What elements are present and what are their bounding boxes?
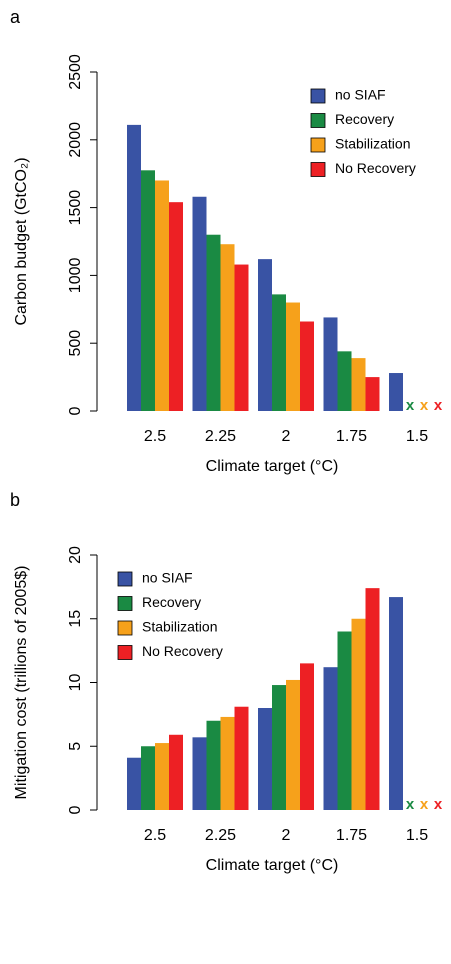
legend-label: Recovery xyxy=(335,111,394,127)
bar xyxy=(192,196,207,411)
x-tick-label: 2 xyxy=(282,428,291,445)
bar xyxy=(351,618,366,810)
missing-marker: x xyxy=(434,397,443,414)
legend-label: Stabilization xyxy=(142,619,218,635)
y-tick-label: 2000 xyxy=(67,122,84,158)
x-axis-label: Climate target (°C) xyxy=(206,857,339,874)
legend-label: Stabilization xyxy=(335,136,411,152)
bar xyxy=(192,737,207,810)
y-tick-label: 0 xyxy=(67,406,84,415)
legend-swatch xyxy=(117,620,133,636)
legend-label: no SIAF xyxy=(142,570,193,586)
legend-swatch xyxy=(310,162,326,177)
y-tick-label: 500 xyxy=(67,330,84,357)
legend-swatch xyxy=(117,645,133,660)
missing-marker: x xyxy=(406,796,415,813)
missing-marker: x xyxy=(406,397,415,414)
bar xyxy=(206,720,221,810)
bar xyxy=(141,170,155,411)
y-tick-label: 1500 xyxy=(67,190,84,226)
y-tick-label: 15 xyxy=(67,610,84,628)
x-axis-label: Climate target (°C) xyxy=(206,458,339,475)
chart: a 0 500 1000 1500 2000 2500 Carbon budget (GtCO… xyxy=(10,7,443,475)
chart: b 0 5 10 15 20 Mitigation cost (trillions of 2… xyxy=(10,490,443,874)
bar xyxy=(141,746,155,810)
legend-swatch xyxy=(310,88,326,104)
bar xyxy=(220,716,235,810)
bar xyxy=(286,302,300,411)
bar xyxy=(220,244,235,411)
bar xyxy=(389,597,403,810)
x-tick-label: 2.25 xyxy=(205,428,236,445)
bar xyxy=(206,234,221,411)
bar xyxy=(155,180,169,411)
x-tick-label: 2 xyxy=(282,827,291,844)
legend-label: Recovery xyxy=(142,594,201,610)
bar xyxy=(258,259,272,411)
x-tick-label: 1.5 xyxy=(406,428,428,445)
missing-marker: x xyxy=(434,796,443,813)
bar xyxy=(323,317,338,411)
x-tick-label: 1.75 xyxy=(336,428,367,445)
bar xyxy=(337,351,352,411)
bar xyxy=(272,685,286,810)
legend-label: No Recovery xyxy=(142,643,223,659)
bar xyxy=(323,667,338,810)
legend-label: No Recovery xyxy=(335,160,416,176)
bar xyxy=(258,708,272,810)
y-tick-label: 1000 xyxy=(67,258,84,294)
bar xyxy=(155,743,169,810)
bar xyxy=(169,202,183,411)
legend-swatch xyxy=(117,571,133,587)
bar xyxy=(127,124,141,411)
bar xyxy=(351,358,366,411)
y-axis-label: Carbon budget (GtCO₂) xyxy=(13,157,30,325)
bar xyxy=(272,294,286,411)
legend-swatch xyxy=(310,113,326,128)
bar xyxy=(365,588,380,810)
x-tick-label: 2.5 xyxy=(144,827,166,844)
y-tick-label: 0 xyxy=(67,805,84,814)
legend-swatch xyxy=(117,596,133,611)
bar xyxy=(234,706,249,810)
x-tick-label: 2.5 xyxy=(144,428,166,445)
legend: no SIAF Recovery Stabilization No Recovery xyxy=(117,570,223,660)
missing-marker: x xyxy=(420,796,429,813)
bar xyxy=(127,757,141,810)
y-tick-label: 10 xyxy=(67,674,84,692)
bar xyxy=(286,679,300,810)
legend: no SIAF Recovery Stabilization No Recovery xyxy=(310,87,416,177)
x-tick-label: 1.5 xyxy=(406,827,428,844)
panel-label: a xyxy=(10,7,21,27)
bar xyxy=(300,663,314,810)
bar xyxy=(169,734,183,810)
y-axis-label: Mitigation cost (trillions of 2005$) xyxy=(13,566,30,800)
legend-swatch xyxy=(310,137,326,153)
bar xyxy=(389,373,403,411)
y-tick-label: 2500 xyxy=(67,54,84,90)
bar xyxy=(365,377,380,411)
x-tick-label: 1.75 xyxy=(336,827,367,844)
legend-label: no SIAF xyxy=(335,87,386,103)
missing-marker: x xyxy=(420,397,429,414)
panel-label: b xyxy=(10,490,20,510)
bar xyxy=(234,264,249,411)
y-tick-label: 5 xyxy=(67,742,84,751)
x-tick-label: 2.25 xyxy=(205,827,236,844)
y-tick-label: 20 xyxy=(67,546,84,564)
bar xyxy=(337,631,352,810)
bar xyxy=(300,321,314,411)
